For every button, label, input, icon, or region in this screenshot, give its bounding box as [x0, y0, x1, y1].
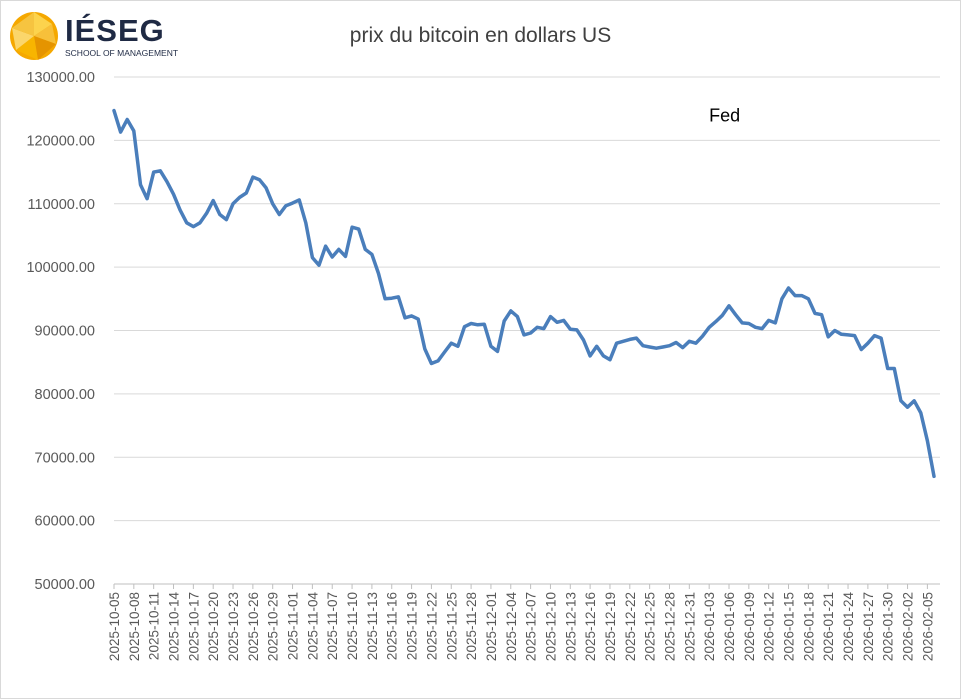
x-tick-label: 2025-10-17: [186, 592, 201, 661]
annotation-fed: Fed: [709, 105, 740, 125]
y-tick-label: 80000.00: [35, 387, 95, 403]
x-tick-label: 2026-01-03: [702, 592, 717, 661]
logo-subtitle: SCHOOL OF MANAGEMENT: [65, 48, 179, 58]
x-tick-label: 2026-01-18: [801, 592, 816, 661]
x-tick-label: 2026-01-12: [762, 592, 777, 661]
x-tick-label: 2026-01-06: [722, 592, 737, 661]
x-tick-label: 2025-12-13: [563, 592, 578, 661]
x-tick-label: 2025-10-05: [107, 592, 122, 661]
x-tick-label: 2025-12-01: [484, 592, 499, 661]
x-tick-label: 2025-10-11: [147, 592, 162, 660]
x-tick-label: 2025-12-19: [603, 592, 618, 661]
x-tick-label: 2025-11-25: [444, 592, 459, 660]
x-tick-label: 2025-10-08: [127, 592, 142, 661]
x-tick-label: 2025-10-20: [206, 592, 221, 661]
x-tick-label: 2025-10-26: [246, 592, 261, 661]
gridlines: [114, 76, 940, 522]
logo-name: IÉSEG: [65, 13, 165, 48]
x-tick-label: 2026-02-05: [920, 592, 935, 661]
x-tick-label: 2025-12-10: [543, 592, 558, 661]
x-tick-label: 2025-12-04: [504, 592, 519, 662]
x-tick-label: 2025-12-07: [524, 592, 539, 661]
x-tick-label: 2026-01-15: [782, 592, 797, 661]
data-series: [112, 108, 936, 479]
x-tick-label: 2025-11-01: [286, 592, 301, 660]
x-tick-label: 2025-10-29: [266, 592, 281, 661]
x-tick-label: 2025-12-16: [583, 592, 598, 661]
y-tick-label: 90000.00: [35, 324, 95, 340]
x-tick-label: 2026-01-24: [841, 592, 856, 662]
x-tick-label: 2025-11-28: [464, 592, 479, 660]
x-tick-label: 2025-12-25: [643, 592, 658, 661]
y-tick-label: 70000.00: [35, 450, 95, 466]
x-tick-label: 2025-12-31: [682, 592, 697, 661]
ieseg-logo: IÉSEG SCHOOL OF MANAGEMENT: [8, 10, 178, 62]
chart-title: prix du bitcoin en dollars US: [349, 24, 612, 47]
x-tick-label: 2025-11-04: [305, 592, 320, 661]
x-tick-label: 2026-02-02: [901, 592, 916, 661]
y-tick-label: 50000.00: [35, 577, 95, 593]
x-axis: 2025-10-05 2025-10-08 2025-10-11 2025-10-14…: [107, 583, 940, 662]
x-tick-label: 2025-11-13: [365, 592, 380, 660]
bitcoin-price-line: [112, 108, 936, 479]
y-tick-label: 60000.00: [35, 514, 95, 530]
x-tick-label: 2026-01-27: [861, 592, 876, 661]
x-tick-label: 2026-01-30: [881, 592, 896, 661]
x-tick-label: 2025-12-28: [662, 592, 677, 661]
ieseg-logo-icon: [10, 12, 58, 60]
x-tick-label: 2025-11-22: [424, 592, 439, 660]
x-tick-label: 2025-11-16: [385, 592, 400, 660]
y-axis-ticks: 50000.00 60000.00 70000.00 80000.00 90000.00…: [26, 70, 95, 593]
x-tick-label: 2025-10-14: [167, 592, 182, 662]
x-tick-label: 2026-01-21: [821, 592, 836, 661]
x-tick-label: 2025-12-22: [623, 592, 638, 661]
x-tick-label: 2025-10-23: [226, 592, 241, 661]
y-tick-label: 120000.00: [26, 133, 95, 149]
x-tick-label: 2025-11-07: [325, 592, 340, 660]
x-tick-label: 2025-11-19: [405, 592, 420, 660]
y-tick-label: 100000.00: [26, 260, 95, 276]
x-tick-label: 2026-01-09: [742, 592, 757, 661]
x-tick-label: 2025-11-10: [345, 592, 360, 660]
y-tick-label: 110000.00: [28, 197, 95, 213]
annotations: Fed: [709, 105, 740, 125]
y-tick-label: 130000.00: [26, 70, 95, 86]
